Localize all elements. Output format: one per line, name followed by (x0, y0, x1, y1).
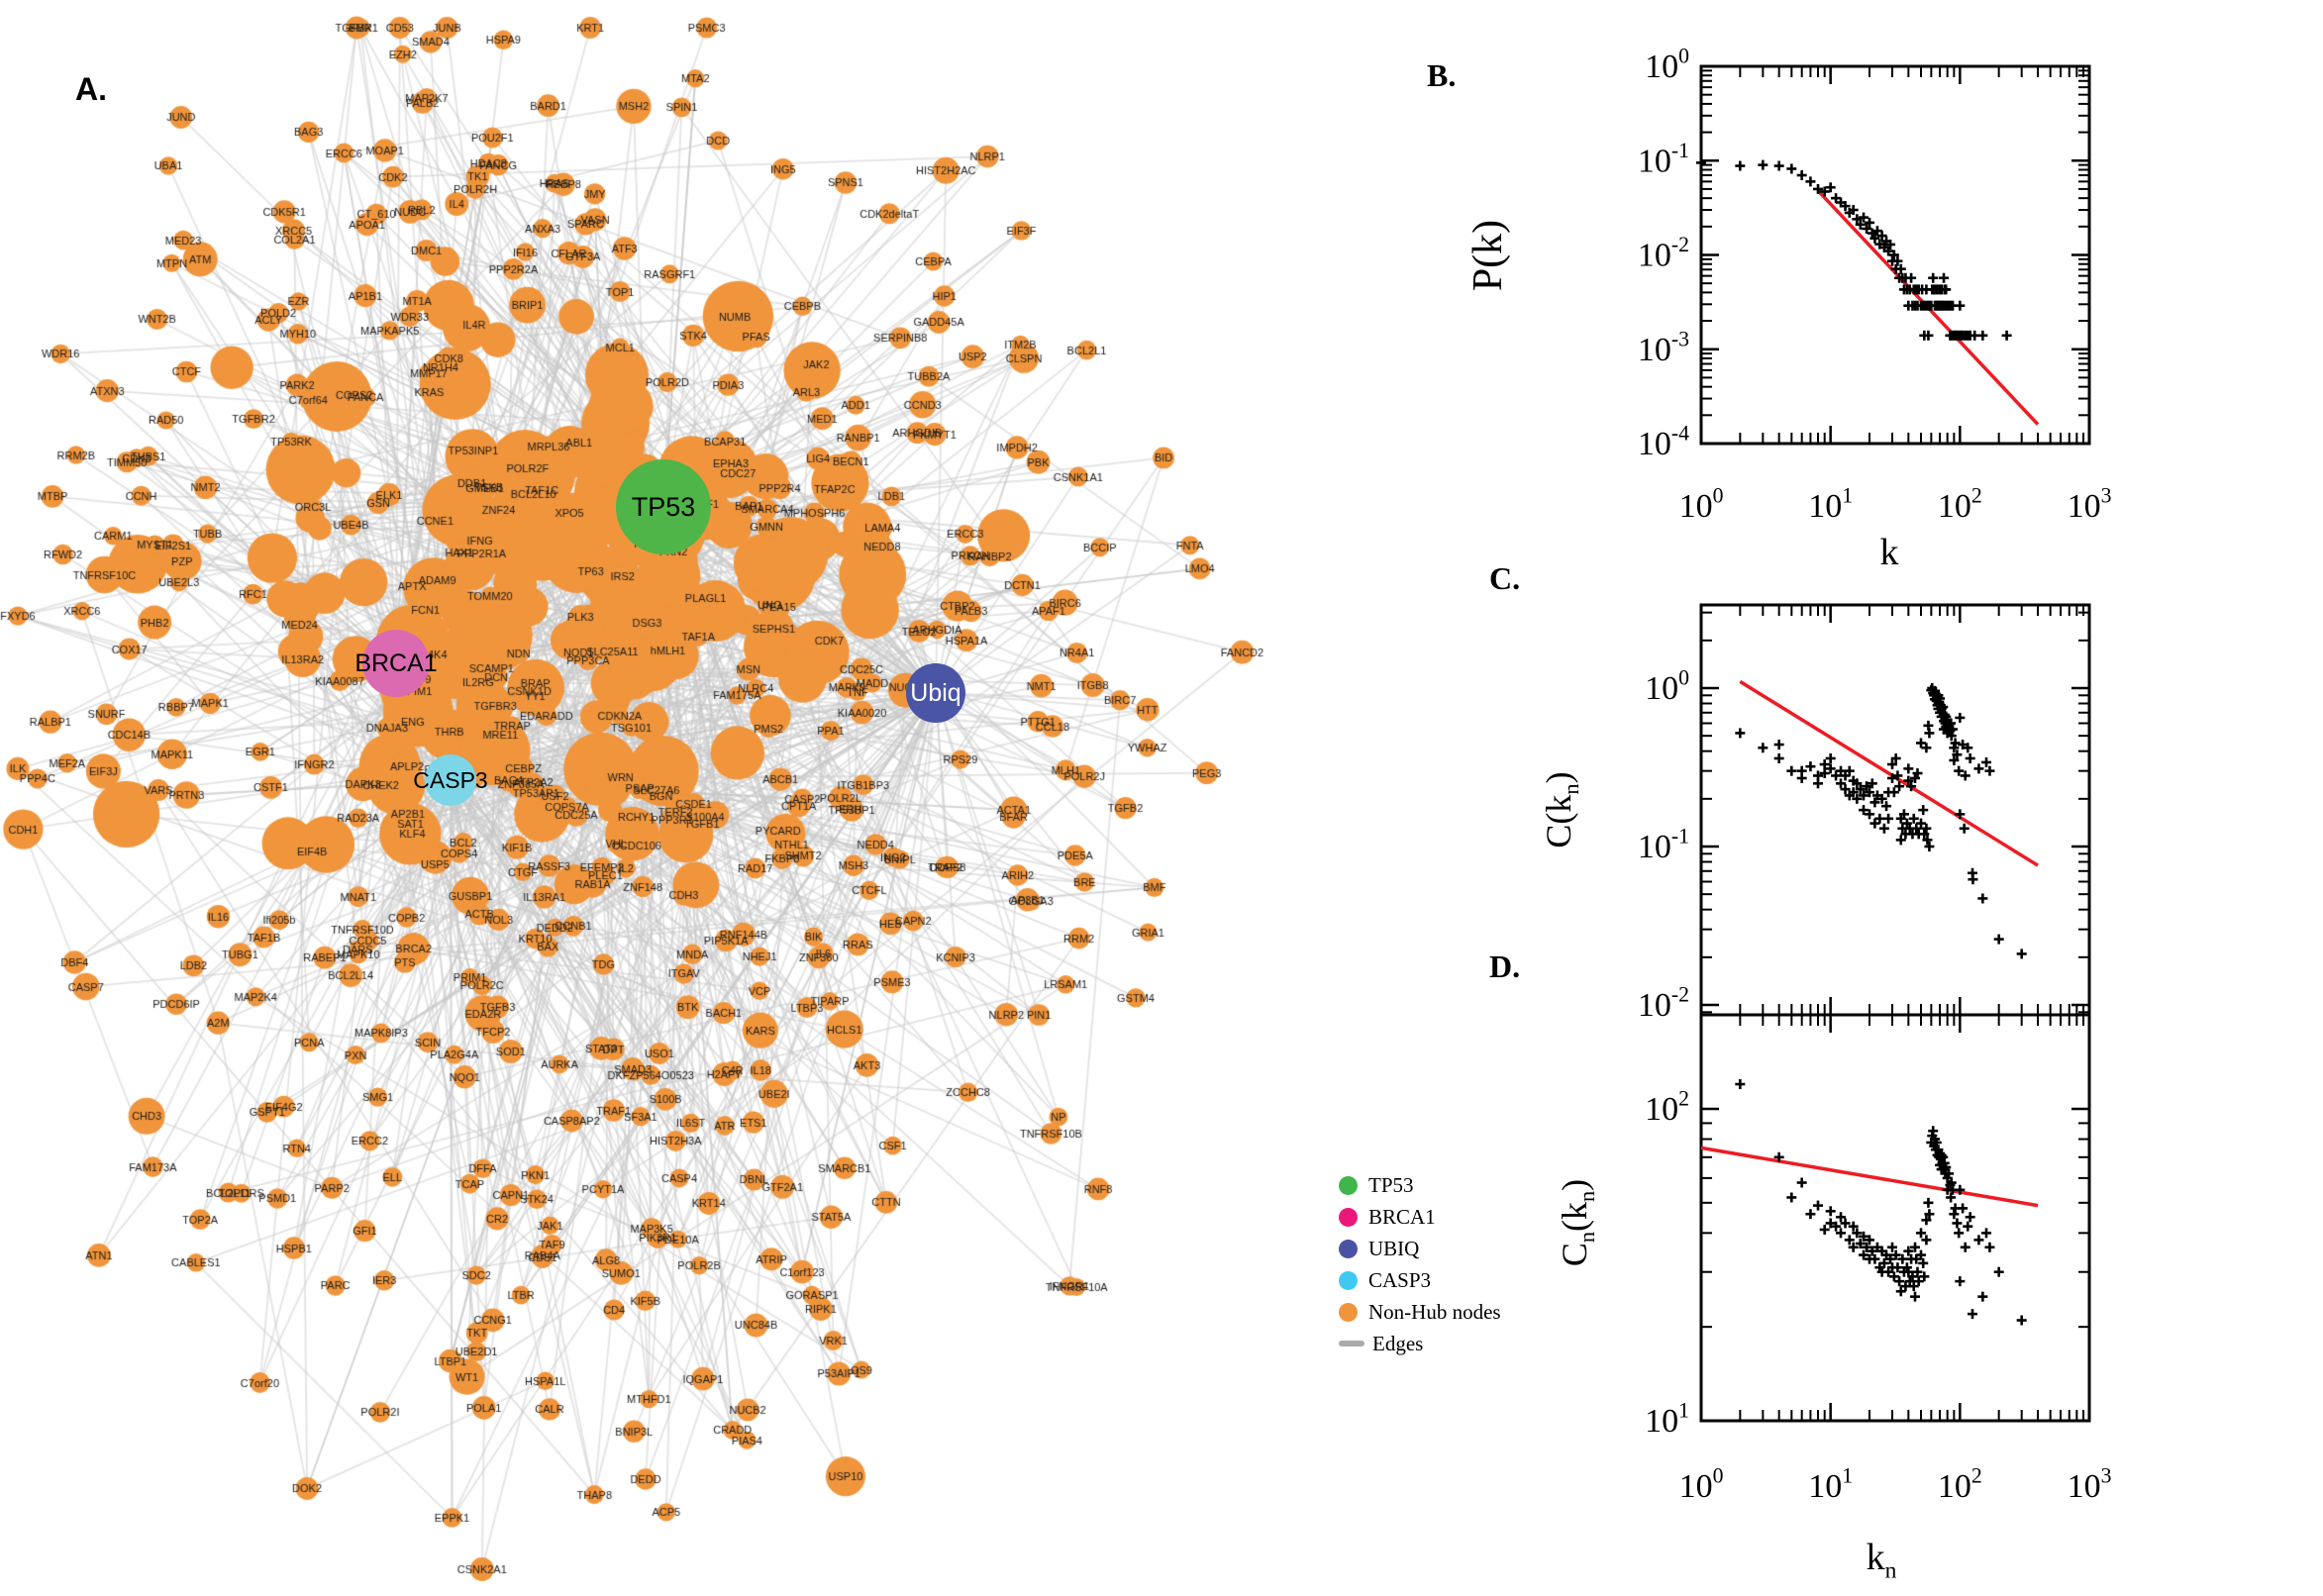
legend-item-edges: Edges (1339, 1328, 1501, 1359)
nonhub-dot-icon (1339, 1302, 1358, 1322)
panel-a-label: A. (75, 71, 107, 107)
svg-text:10-1: 10-1 (1638, 139, 1689, 179)
svg-text:101: 101 (1645, 1399, 1689, 1440)
panel-b-plot: 100 10-1 10-2 10-3 10-4 100 101 102 103 k P(k) (1465, 45, 2112, 573)
network-graph (0, 0, 1436, 1596)
data-points (1696, 157, 2012, 341)
svg-text:100: 100 (1679, 1464, 1724, 1505)
svg-text:103: 103 (2068, 484, 2112, 525)
legend-label: UBIQ (1368, 1236, 1420, 1260)
hub-label-tp53: TP53 (631, 491, 696, 522)
legend-item-nonhub: Non-Hub nodes (1339, 1296, 1501, 1328)
legend: TP53 BRCA1 UBIQ CASP3 Non-Hub nodes Edge… (1339, 1169, 1501, 1359)
legend-item-tp53: TP53 (1339, 1169, 1501, 1201)
svg-text:101: 101 (1808, 1464, 1853, 1505)
tp53-dot-icon (1339, 1175, 1358, 1195)
hub-node-tp53: TP53 (616, 459, 711, 554)
svg-text:kn​: kn​ (1867, 1537, 1897, 1583)
hub-node-casp3: CASP3 (413, 754, 488, 806)
svg-text:101: 101 (1808, 484, 1853, 525)
casp3-dot-icon (1339, 1270, 1358, 1290)
panel-b-label: B. (1427, 57, 1457, 93)
panel-c-plot: 100 10-1 10-2 C(kn​) (1539, 603, 2091, 1024)
svg-text:10-4: 10-4 (1638, 422, 1689, 462)
svg-text:100: 100 (1645, 45, 1689, 85)
legend-label: Edges (1372, 1331, 1424, 1355)
svg-text:10-2: 10-2 (1638, 983, 1689, 1024)
hub-label-casp3: CASP3 (413, 766, 488, 793)
svg-text:100: 100 (1645, 666, 1689, 707)
svg-text:10-1: 10-1 (1638, 825, 1689, 865)
panel-d-label: D. (1489, 948, 1521, 984)
svg-text:P(k): P(k) (1465, 220, 1511, 291)
svg-text:100: 100 (1679, 484, 1724, 525)
brca1-dot-icon (1339, 1207, 1358, 1227)
legend-item-ubiq: UBIQ (1339, 1233, 1501, 1264)
svg-text:10-3: 10-3 (1638, 327, 1689, 367)
panel-d-plot: 102 101 100 101 102 103 kn​ Cn​(kn​) (1555, 1013, 2112, 1583)
edge-line-icon (1339, 1341, 1364, 1347)
svg-text:Cn​(kn​): Cn​(kn​) (1555, 1179, 1599, 1266)
legend-item-casp3: CASP3 (1339, 1264, 1501, 1296)
svg-text:102: 102 (1938, 1464, 1982, 1505)
svg-text:C(kn​): C(kn​) (1539, 771, 1583, 848)
legend-label: Non-Hub nodes (1368, 1299, 1501, 1324)
hub-node-ubiq: Ubiq (906, 663, 965, 723)
ubiq-dot-icon (1339, 1239, 1358, 1258)
data-points (1735, 1079, 2027, 1326)
legend-label: TP53 (1368, 1172, 1414, 1197)
svg-text:102: 102 (1938, 484, 1982, 525)
panel-c-label: C. (1489, 560, 1521, 596)
data-points (1735, 683, 2027, 959)
hub-node-brca1: BRCA1 (354, 630, 438, 697)
hub-label-ubiq: Ubiq (910, 678, 961, 707)
legend-item-brca1: BRCA1 (1339, 1201, 1501, 1233)
svg-text:103: 103 (2068, 1464, 2112, 1505)
legend-label: BRCA1 (1368, 1204, 1436, 1229)
svg-text:102: 102 (1645, 1087, 1689, 1128)
svg-text:k: k (1880, 532, 1899, 573)
legend-label: CASP3 (1368, 1267, 1432, 1292)
svg-text:10-2: 10-2 (1638, 233, 1689, 273)
hub-label-brca1: BRCA1 (354, 648, 438, 677)
